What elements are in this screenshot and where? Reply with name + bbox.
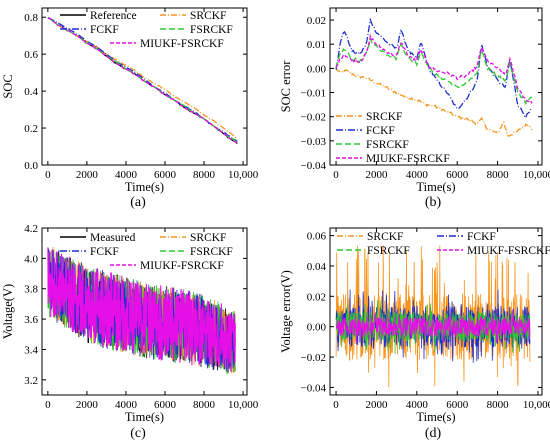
x-tick-label-b-3: 6000 (446, 169, 469, 181)
plot-area-b (335, 17, 533, 137)
x-tick-label-d-4: 8000 (487, 399, 510, 411)
x-tick-label-b-1: 2000 (365, 169, 388, 181)
legend-label-c-3: FSRCKF (190, 246, 233, 258)
legend-label-d-2: FSRCKF (367, 245, 410, 257)
x-tick-label-a-0: 0 (45, 169, 51, 181)
y-axis-title-d: Voltage error(V) (279, 270, 293, 353)
y-tick-label-d-0: −0.04 (301, 382, 327, 394)
x-tick-label-d-3: 6000 (446, 399, 469, 411)
y-tick-label-c-4: 4.0 (24, 253, 38, 265)
x-tick-label-a-1: 2000 (76, 169, 99, 181)
legend-label-b-2: FSRCKF (366, 139, 409, 151)
axes-frame-c (41, 227, 248, 396)
y-axis-title-b: SOC error (279, 60, 293, 113)
x-tick-label-d-1: 2000 (365, 399, 388, 411)
legend-label-c-2: FCKF (90, 246, 119, 258)
series-line-b-0 (335, 67, 533, 137)
axes-frame-a (41, 7, 248, 166)
chart-c: 0 2000 4000 6000 8000 10,000 3.2 3.4 3.6 3.8 4.0 4.… (1, 223, 259, 424)
y-tick-label-a-0: 0.0 (24, 160, 38, 172)
x-tick-label-c-0: 0 (45, 399, 51, 411)
y-tick-label-b-1: −0.03 (301, 136, 327, 148)
x-axis-title-b: Time(s) (416, 180, 455, 194)
legend-label-b-0: SRCKF (366, 111, 402, 123)
x-tick-label-c-2: 4000 (115, 399, 138, 411)
legend-label-a-1: SRCKF (190, 10, 226, 22)
y-tick-label-a-3: 0.6 (24, 49, 38, 61)
y-tick-label-c-5: 4.2 (24, 223, 38, 235)
x-tick-label-a-2: 4000 (115, 169, 138, 181)
axes-frame-d (329, 227, 543, 396)
series-line-d-3 (335, 309, 531, 344)
y-tick-label-b-0: −0.04 (301, 160, 327, 172)
legend-label-a-0: Reference (90, 10, 137, 22)
legend-label-c-4: MIUKF-FSRCKF (140, 260, 224, 272)
plot-area-c (47, 246, 236, 375)
legend-label-d-3: MIUKF-FSRCKF (467, 245, 550, 257)
y-tick-label-b-4: 0.00 (307, 63, 327, 75)
plot-area-a (47, 17, 238, 145)
y-tick-label-d-3: 0.02 (307, 291, 326, 303)
y-tick-label-a-4: 0.8 (24, 12, 38, 24)
legend-label-d-1: FCKF (467, 231, 496, 243)
plot-area-d (335, 245, 531, 388)
series-line-a-4 (47, 17, 238, 145)
y-tick-label-c-0: 3.2 (24, 375, 38, 387)
series-line-b-2 (335, 36, 532, 106)
x-tick-label-d-0: 0 (333, 399, 339, 411)
panel-label-b: (b) (425, 195, 442, 210)
y-axis-title-c: Voltage(V) (1, 284, 15, 339)
x-tick-label-b-2: 4000 (406, 169, 429, 181)
y-tick-label-d-2: 0.00 (307, 322, 327, 334)
x-tick-label-b-4: 8000 (487, 169, 510, 181)
chart-a: 0 2000 4000 6000 8000 10,000 0.0 0.2 0.4 0.6 0.8 Ti… (1, 7, 259, 194)
x-tick-label-c-3: 6000 (154, 399, 177, 411)
y-tick-label-a-2: 0.4 (24, 86, 38, 98)
y-axis-title-a: SOC (1, 74, 15, 98)
legend-label-d-0: SRCKF (367, 231, 403, 243)
y-tick-label-d-1: −0.02 (301, 352, 326, 364)
x-tick-label-a-5: 10,000 (228, 169, 259, 181)
x-axis-title-d: Time(s) (416, 410, 455, 424)
panel-label-d: (d) (425, 426, 442, 441)
legend-label-b-1: FCKF (366, 125, 395, 137)
y-tick-label-b-3: −0.01 (301, 88, 326, 100)
x-tick-label-c-5: 10,000 (228, 399, 259, 411)
x-tick-label-b-0: 0 (333, 169, 339, 181)
series-line-a-1 (47, 17, 238, 141)
x-tick-label-a-3: 6000 (154, 169, 177, 181)
panel-label-a: (a) (130, 195, 146, 210)
legend-label-b-3: MIUKF-FSRCKF (366, 153, 450, 165)
series-line-b-1 (335, 17, 533, 120)
y-tick-label-c-2: 3.6 (24, 314, 38, 326)
y-tick-label-b-5: 0.01 (307, 39, 326, 51)
legend-label-a-4: MIUKF-FSRCKF (140, 38, 224, 50)
y-tick-label-c-3: 3.8 (24, 284, 38, 296)
legend-label-c-0: Measured (90, 232, 136, 244)
y-tick-label-b-6: 0.02 (307, 15, 326, 27)
series-line-b-3 (335, 33, 533, 104)
legend-label-a-2: FCKF (90, 24, 119, 36)
axes-frame-b (329, 7, 543, 166)
y-tick-label-d-4: 0.04 (307, 261, 327, 273)
panel-label-c: (c) (130, 426, 146, 441)
x-tick-label-c-1: 2000 (76, 399, 99, 411)
series-line-c-4 (47, 247, 236, 372)
x-tick-label-d-2: 4000 (406, 399, 429, 411)
chart-b: 0 2000 4000 6000 8000 10,000 −0.04 −0.03 −0.02 −0… (279, 7, 550, 194)
legend-label-a-3: FSRCKF (190, 24, 233, 36)
legend-label-c-1: SRCKF (190, 232, 226, 244)
y-tick-label-b-2: −0.02 (301, 112, 326, 124)
x-tick-label-b-5: 10,000 (523, 169, 550, 181)
x-axis-title-a: Time(s) (125, 180, 164, 194)
y-tick-label-a-1: 0.2 (24, 123, 38, 135)
x-axis-title-c: Time(s) (125, 410, 164, 424)
x-tick-label-c-4: 8000 (193, 399, 216, 411)
x-tick-label-a-4: 8000 (193, 169, 216, 181)
y-tick-label-c-1: 3.4 (24, 344, 38, 356)
x-tick-label-d-5: 10,000 (523, 399, 550, 411)
y-tick-label-d-5: 0.06 (307, 231, 327, 243)
chart-d: 0 2000 4000 6000 8000 10,000 −0.04 −0.02 0.00 0.0… (279, 227, 550, 424)
